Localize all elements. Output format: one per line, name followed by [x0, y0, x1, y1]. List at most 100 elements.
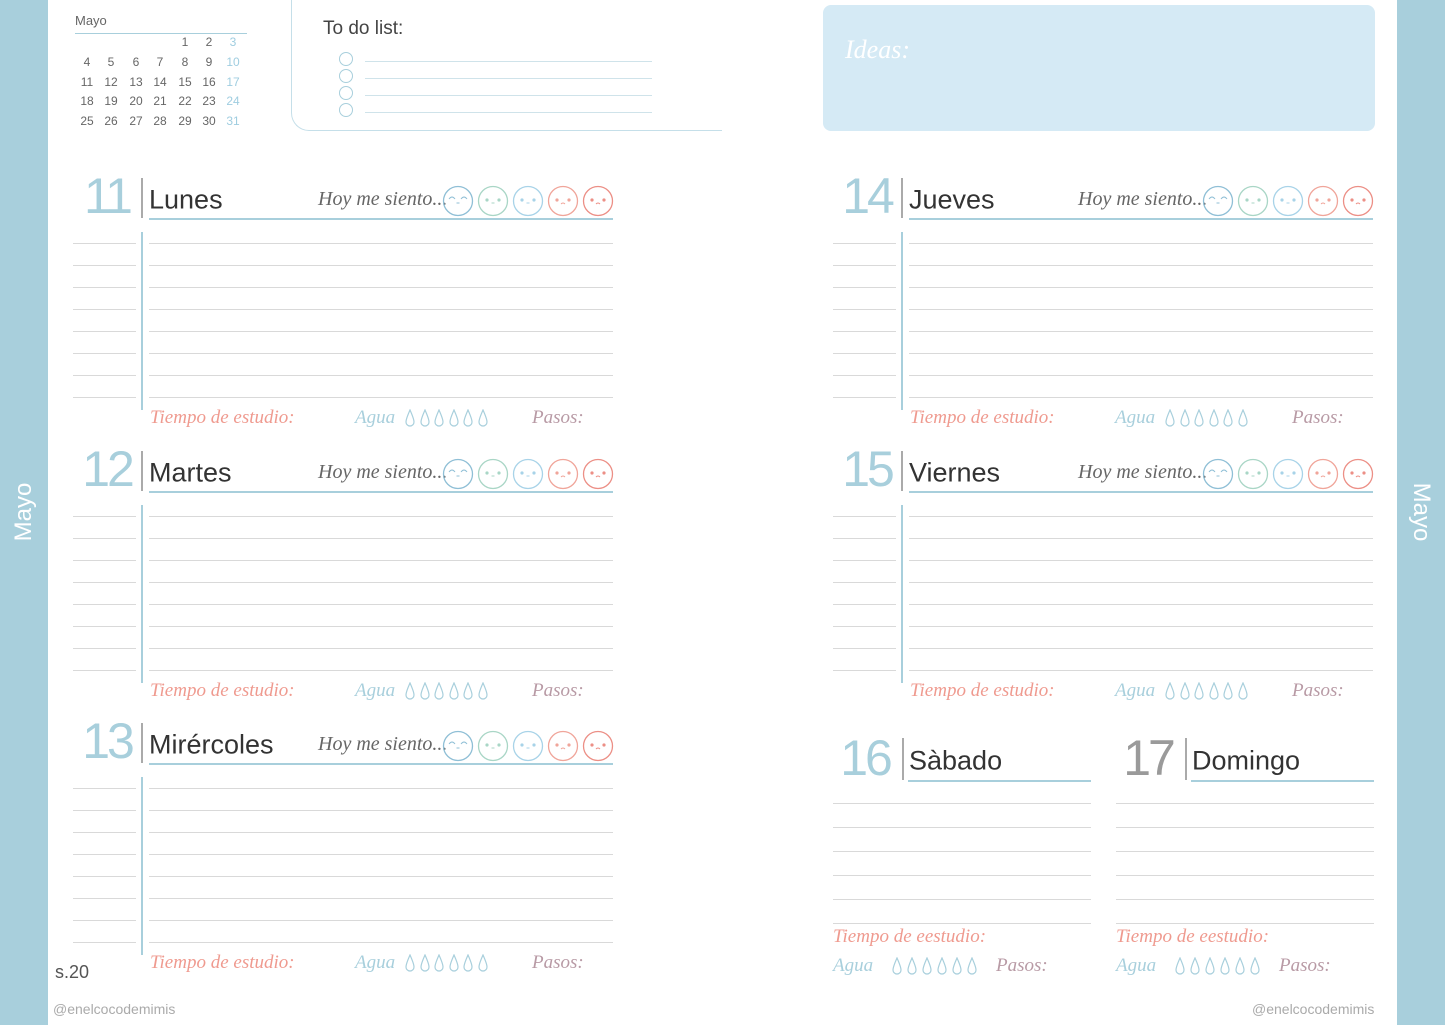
note-line[interactable]	[909, 670, 1373, 671]
water-drop-icon[interactable]	[952, 957, 962, 975]
note-line[interactable]	[149, 309, 613, 310]
water-drop-icon[interactable]	[448, 682, 459, 700]
water-drop-icon[interactable]	[1250, 957, 1260, 975]
time-line[interactable]	[833, 309, 896, 310]
calendar-day[interactable]: 31	[226, 114, 240, 128]
neutral-face-icon[interactable]	[512, 185, 544, 217]
todo-line[interactable]	[365, 78, 652, 79]
water-drop-icon[interactable]	[1220, 957, 1230, 975]
water-drop-icon[interactable]	[1237, 682, 1248, 700]
calendar-day[interactable]: 28	[153, 114, 167, 128]
note-line[interactable]	[833, 803, 1091, 804]
calm-face-icon[interactable]	[477, 185, 509, 217]
calendar-day[interactable]: 2	[205, 35, 213, 49]
note-line[interactable]	[149, 670, 613, 671]
calendar-day[interactable]: 4	[83, 55, 91, 69]
water-drop-icon[interactable]	[448, 954, 459, 972]
neutral-face-icon[interactable]	[512, 458, 544, 490]
water-drop-icon[interactable]	[463, 954, 473, 972]
water-drop-icon[interactable]	[405, 409, 415, 427]
note-line[interactable]	[909, 353, 1373, 354]
calm-face-icon[interactable]	[477, 458, 509, 490]
calendar-day[interactable]: 1	[181, 35, 189, 49]
calendar-day[interactable]: 29	[178, 114, 192, 128]
note-line[interactable]	[149, 287, 613, 288]
note-line[interactable]	[149, 538, 613, 539]
note-line[interactable]	[149, 648, 613, 649]
calendar-day[interactable]: 25	[80, 114, 94, 128]
todo-checkbox[interactable]	[339, 86, 353, 100]
water-drop-icon[interactable]	[477, 682, 488, 700]
water-drop-icon[interactable]	[1175, 957, 1185, 975]
time-line[interactable]	[73, 670, 136, 671]
note-line[interactable]	[1116, 923, 1374, 924]
note-line[interactable]	[1116, 899, 1374, 900]
neutral-face-icon[interactable]	[1272, 458, 1304, 490]
time-line[interactable]	[73, 243, 136, 244]
time-line[interactable]	[833, 626, 896, 627]
note-line[interactable]	[149, 265, 613, 266]
time-line[interactable]	[833, 670, 896, 671]
angry-face-icon[interactable]	[582, 730, 614, 762]
sad-face-icon[interactable]	[547, 185, 579, 217]
water-drop-icon[interactable]	[1194, 682, 1204, 700]
note-line[interactable]	[149, 810, 613, 811]
water-drop-icon[interactable]	[967, 957, 977, 975]
note-line[interactable]	[833, 899, 1091, 900]
water-drop-icon[interactable]	[1190, 957, 1200, 975]
water-drop-icon[interactable]	[419, 682, 430, 700]
note-line[interactable]	[909, 331, 1373, 332]
water-drop-icon[interactable]	[477, 409, 488, 427]
calendar-day[interactable]: 26	[104, 114, 118, 128]
note-line[interactable]	[149, 375, 613, 376]
time-line[interactable]	[73, 353, 136, 354]
neutral-face-icon[interactable]	[1272, 185, 1304, 217]
calendar-day[interactable]: 7	[156, 55, 164, 69]
note-line[interactable]	[149, 516, 613, 517]
water-drop-icon[interactable]	[1208, 409, 1219, 427]
ideas-box[interactable]: Ideas:	[823, 5, 1375, 131]
note-line[interactable]	[149, 832, 613, 833]
note-line[interactable]	[833, 923, 1091, 924]
sad-face-icon[interactable]	[547, 458, 579, 490]
note-line[interactable]	[149, 560, 613, 561]
todo-line[interactable]	[365, 112, 652, 113]
note-line[interactable]	[149, 942, 613, 943]
time-line[interactable]	[73, 920, 136, 921]
calendar-day[interactable]: 19	[104, 94, 118, 108]
time-line[interactable]	[73, 626, 136, 627]
todo-line[interactable]	[365, 61, 652, 62]
calm-face-icon[interactable]	[477, 730, 509, 762]
time-line[interactable]	[833, 265, 896, 266]
neutral-face-icon[interactable]	[512, 730, 544, 762]
water-drop-icon[interactable]	[922, 957, 932, 975]
happy-face-icon[interactable]	[442, 185, 474, 217]
note-line[interactable]	[833, 827, 1091, 828]
note-line[interactable]	[149, 854, 613, 855]
note-line[interactable]	[909, 397, 1373, 398]
time-line[interactable]	[833, 516, 896, 517]
note-line[interactable]	[909, 516, 1373, 517]
note-line[interactable]	[1116, 851, 1374, 852]
note-line[interactable]	[149, 626, 613, 627]
calendar-day[interactable]: 5	[107, 55, 115, 69]
water-drop-icon[interactable]	[405, 954, 415, 972]
time-line[interactable]	[73, 582, 136, 583]
water-drop-icon[interactable]	[1165, 682, 1175, 700]
note-line[interactable]	[909, 538, 1373, 539]
note-line[interactable]	[909, 582, 1373, 583]
note-line[interactable]	[909, 604, 1373, 605]
time-line[interactable]	[73, 331, 136, 332]
water-drop-icon[interactable]	[419, 409, 430, 427]
calendar-day[interactable]: 23	[202, 94, 216, 108]
water-drop-icon[interactable]	[1179, 682, 1190, 700]
angry-face-icon[interactable]	[1342, 458, 1374, 490]
happy-face-icon[interactable]	[1202, 185, 1234, 217]
time-line[interactable]	[73, 265, 136, 266]
note-line[interactable]	[149, 876, 613, 877]
water-drop-icon[interactable]	[1237, 409, 1248, 427]
note-line[interactable]	[1116, 875, 1374, 876]
calendar-day[interactable]: 18	[80, 94, 94, 108]
water-drop-icon[interactable]	[477, 954, 488, 972]
calendar-day[interactable]: 27	[129, 114, 143, 128]
